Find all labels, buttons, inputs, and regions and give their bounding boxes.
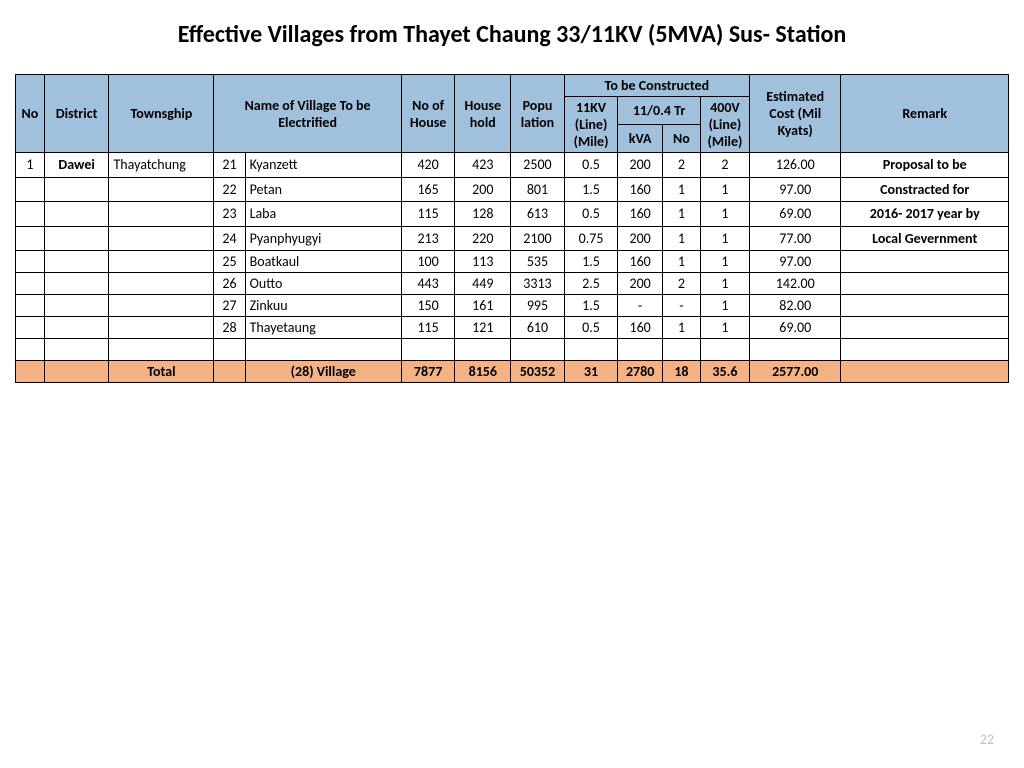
th-district: District bbox=[44, 75, 109, 153]
table-row-total: Total(28) Village78778156503523127801835… bbox=[16, 361, 1009, 383]
table-row: 26Outto44344933132.520021142.00 bbox=[16, 273, 1009, 295]
table-row: 1DaweiThayatchung21Kyanzett42042325000.5… bbox=[16, 153, 1009, 178]
remark-line: 2016- 2017 year by bbox=[841, 202, 1009, 227]
table-row: 23Laba1151286130.51601169.002016- 2017 y… bbox=[16, 202, 1009, 227]
th-population: Popu lation bbox=[511, 75, 565, 153]
page-number: 22 bbox=[980, 731, 994, 748]
th-trno: No bbox=[662, 125, 700, 153]
th-tr: 11/0.4 Tr bbox=[618, 97, 701, 125]
th-cost: Estimated Cost (Mil Kyats) bbox=[749, 75, 841, 153]
th-household: House hold bbox=[455, 75, 511, 153]
th-no: No bbox=[16, 75, 45, 153]
table-row: 27Zinkuu1501619951.5--182.00 bbox=[16, 295, 1009, 317]
th-constructed: To be Constructed bbox=[564, 75, 749, 97]
remark-line: Local Gevernment bbox=[841, 226, 1009, 251]
remark-line: Constracted for bbox=[841, 177, 1009, 202]
th-village: Name of Village To be Electrified bbox=[214, 75, 401, 153]
th-remark: Remark bbox=[841, 75, 1009, 153]
villages-table: No District Townsghip Name of Village To… bbox=[15, 74, 1009, 383]
table-row: 25Boatkaul1001135351.51601197.00 bbox=[16, 251, 1009, 273]
th-township: Townsghip bbox=[109, 75, 214, 153]
table-row: 24Pyanphyugyi21322021000.752001177.00Loc… bbox=[16, 226, 1009, 251]
remark-line: Proposal to be bbox=[841, 153, 1009, 178]
th-400v: 400V (Line) (Mile) bbox=[700, 97, 749, 153]
th-kva: kVA bbox=[618, 125, 663, 153]
table-row: 28Thayetaung1151216100.51601169.00 bbox=[16, 317, 1009, 339]
th-no-house: No of House bbox=[401, 75, 455, 153]
th-11kv: 11KV (Line) (Mile) bbox=[564, 97, 618, 153]
page-title: Effective Villages from Thayet Chaung 33… bbox=[15, 20, 1009, 49]
table-row: 22Petan1652008011.51601197.00Constracted… bbox=[16, 177, 1009, 202]
table-row-empty bbox=[16, 339, 1009, 361]
